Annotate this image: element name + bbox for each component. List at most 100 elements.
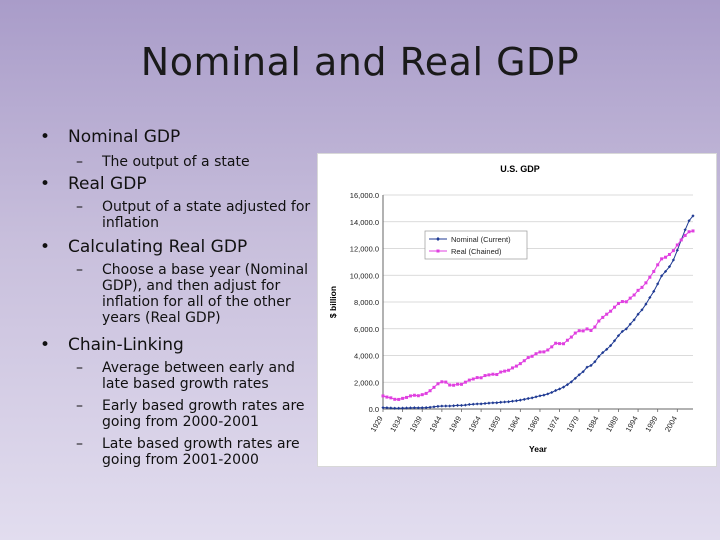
data-point-real [620, 300, 624, 304]
data-point-nominal [448, 404, 452, 408]
sub-bullet-text: Late based growth rates are going from 2… [102, 436, 300, 468]
data-point-nominal [573, 376, 577, 380]
sub-bullet-text: The output of a state [102, 154, 250, 170]
data-point-real [436, 382, 440, 386]
data-point-real [652, 269, 656, 273]
y-tick-label: 8,000.0 [354, 298, 379, 307]
data-point-real [577, 329, 581, 333]
data-point-real [656, 263, 660, 267]
x-tick-label: 1949 [447, 415, 463, 434]
x-axis-label: Year [529, 444, 548, 454]
data-point-nominal [455, 403, 460, 408]
data-point-real [616, 302, 620, 306]
data-point-real [491, 372, 495, 376]
data-point-nominal [389, 406, 393, 410]
sub-bullet: – Early based growth rates are going from… [76, 398, 322, 430]
data-point-real [412, 393, 416, 397]
data-point-real [554, 341, 558, 345]
data-point-real [565, 338, 569, 342]
data-point-real [593, 325, 597, 329]
x-tick-label: 1989 [604, 415, 620, 434]
data-point-real [467, 378, 471, 382]
data-point-real [448, 383, 452, 387]
dash-marker: – [76, 154, 83, 170]
data-point-nominal [569, 380, 573, 384]
y-tick-label: 2,000.0 [354, 378, 379, 387]
chart-title: U.S. GDP [500, 164, 540, 174]
x-tick-label: 1999 [643, 415, 659, 434]
y-axis-label: $ billion [328, 286, 338, 318]
data-point-real [471, 377, 475, 381]
data-point-nominal [648, 295, 652, 300]
dash-marker: – [76, 436, 83, 452]
bullet-label: Calculating Real GDP [68, 237, 248, 257]
data-point-real [389, 396, 393, 400]
data-point-nominal [459, 403, 464, 408]
bullet-marker: • [40, 127, 51, 147]
bullet-marker: • [40, 237, 51, 257]
chart-svg: U.S. GDP 0.0 2,000.0 4,000.0 6,000.0 8,000.0 1… [328, 164, 695, 454]
data-point-real [542, 350, 546, 354]
data-point-real [640, 285, 644, 289]
data-point-real [444, 380, 448, 384]
x-tick-label: 2004 [663, 415, 679, 434]
data-point-nominal [393, 406, 397, 410]
data-point-real [530, 354, 534, 358]
data-point-nominal [463, 403, 468, 407]
sub-bullet: – Output of a state adjusted for inflatio… [76, 199, 322, 231]
data-point-real [424, 391, 428, 395]
data-point-nominal [612, 339, 617, 343]
data-point-nominal [585, 365, 589, 369]
data-point-nominal [467, 402, 471, 407]
data-point-real [562, 342, 566, 346]
data-point-real [385, 395, 389, 399]
dash-marker: – [76, 360, 83, 376]
data-point-real [691, 229, 695, 233]
data-point-real [605, 312, 609, 316]
data-point-nominal [557, 387, 562, 391]
bullet-marker: • [40, 335, 51, 355]
data-point-real [526, 356, 530, 360]
data-point-nominal [644, 302, 648, 306]
data-point-real [585, 327, 589, 331]
bullet-label: Chain-Linking [68, 335, 184, 355]
data-point-real [687, 230, 691, 234]
data-point-real [538, 350, 542, 354]
data-point-nominal [616, 334, 621, 338]
data-point-real [405, 395, 409, 399]
y-tick-label: 10,000.0 [350, 271, 379, 280]
data-point-nominal [499, 400, 503, 404]
data-point-nominal [506, 400, 511, 404]
data-point-real [452, 383, 456, 387]
data-point-nominal [663, 269, 668, 274]
data-point-real [483, 374, 487, 378]
data-point-real [667, 252, 671, 256]
data-point-nominal [452, 404, 456, 408]
x-tick-label: 1939 [408, 415, 424, 434]
data-point-nominal [514, 399, 519, 403]
data-point-real [514, 364, 518, 368]
data-point-nominal [632, 318, 636, 322]
data-point-real [613, 305, 617, 309]
data-point-nominal [538, 394, 542, 398]
data-point-nominal [554, 388, 558, 393]
bullet-label: Nominal GDP [68, 127, 181, 147]
y-tick-label: 0.0 [369, 405, 379, 414]
data-point-nominal [475, 402, 479, 406]
data-point-nominal [381, 406, 385, 410]
x-tick-label: 1979 [565, 415, 581, 434]
data-point-real [675, 243, 679, 247]
data-point-nominal [491, 401, 495, 405]
data-point-nominal [624, 327, 628, 331]
data-point-nominal [510, 399, 515, 403]
data-point-nominal [495, 401, 499, 405]
data-point-nominal [636, 312, 640, 316]
dash-marker: – [76, 199, 83, 215]
data-point-nominal [597, 354, 601, 359]
gdp-chart: U.S. GDP 0.0 2,000.0 4,000.0 6,000.0 8,000.0 1… [317, 153, 717, 467]
data-point-nominal [542, 393, 546, 397]
data-point-real [546, 348, 550, 352]
data-point-real [459, 382, 463, 386]
data-point-real [624, 300, 628, 304]
sub-bullet-text: Choose a base year (Nominal GDP), and th… [102, 262, 309, 326]
